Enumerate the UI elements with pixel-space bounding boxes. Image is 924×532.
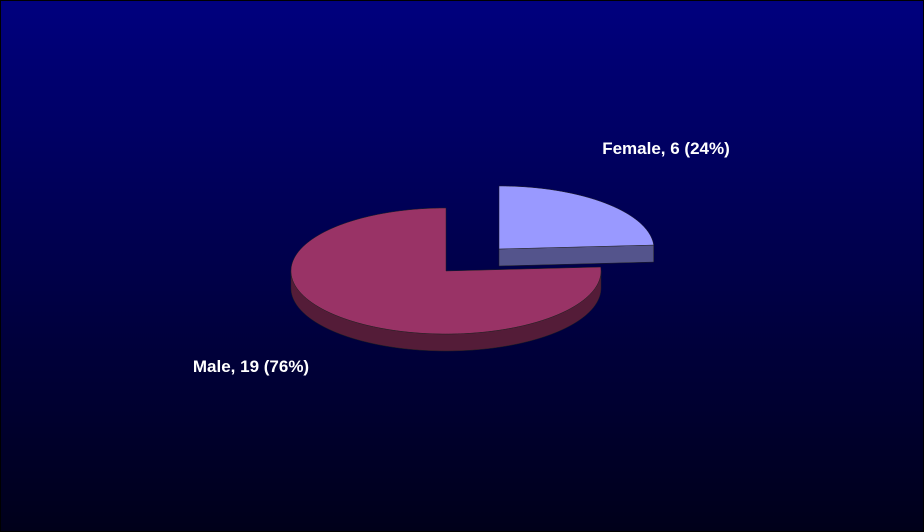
data-label: Male, 19 (76%) [192,357,310,376]
slice [498,185,654,250]
slice [290,207,602,335]
data-label: Female, 6 (24%) [602,139,730,158]
